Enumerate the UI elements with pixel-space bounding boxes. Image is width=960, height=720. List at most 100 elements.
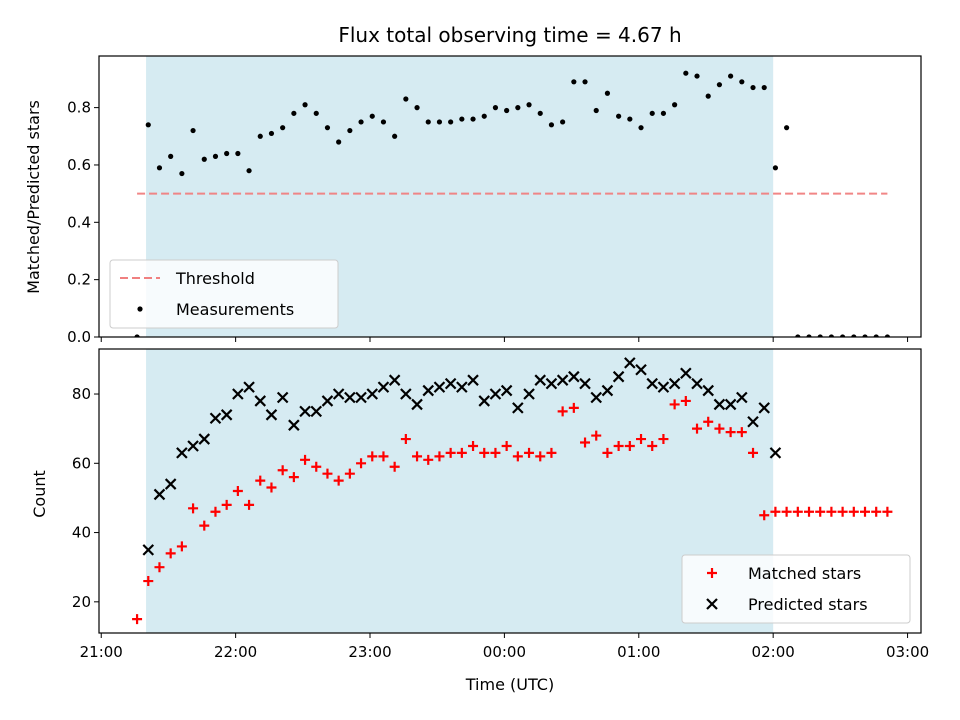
- matched-star-point: [602, 447, 613, 458]
- measurement-point: [212, 153, 219, 159]
- matched-star-point: [132, 614, 143, 625]
- measurement-point: [324, 125, 331, 131]
- measurement-point: [358, 119, 364, 125]
- measurement-point: [235, 150, 241, 157]
- predicted-star-point: [276, 391, 289, 404]
- measurement-point: [380, 119, 387, 125]
- measurement-point: [694, 73, 700, 79]
- predicted-star-point: [747, 415, 759, 428]
- observing-interval-shade: [146, 349, 774, 633]
- matched-star-point: [356, 458, 367, 469]
- matched-star-point: [613, 440, 624, 451]
- measurement-point: [425, 119, 431, 125]
- y-tick-label: 80: [72, 385, 91, 403]
- measurement-point: [448, 119, 454, 125]
- matched-star-point: [860, 506, 871, 517]
- measurement-point: [593, 107, 599, 114]
- matched-star-point: [658, 434, 669, 445]
- measurement-point: [257, 133, 263, 139]
- matched-star-point: [826, 506, 837, 517]
- matched-star-point: [703, 416, 714, 427]
- measurement-point: [571, 79, 577, 85]
- matched-star-point: [176, 541, 187, 552]
- predicted-star-point: [388, 374, 401, 386]
- matched-star-point: [389, 461, 400, 472]
- measurement-point: [526, 102, 532, 108]
- x-tick-label: 03:00: [886, 643, 929, 661]
- matched-star-point: [311, 461, 322, 472]
- predicted-star-point: [657, 381, 670, 393]
- measurement-point: [884, 334, 891, 337]
- matched-star-point: [232, 486, 243, 496]
- matched-star-point: [501, 440, 512, 451]
- matched-star-point: [445, 447, 456, 458]
- x-axis-label: Time (UTC): [465, 675, 554, 694]
- y-tick-label: 60: [72, 454, 91, 472]
- measurement-point: [716, 82, 723, 88]
- predicted-star-point: [668, 377, 681, 390]
- predicted-star-point: [635, 364, 647, 376]
- matched-star-point: [848, 506, 859, 517]
- predicted-star-point: [209, 412, 222, 425]
- matched-star-point: [871, 506, 882, 517]
- x-tick-label: 23:00: [348, 643, 391, 661]
- predicted-star-point: [377, 381, 390, 393]
- measurement-point: [784, 125, 790, 131]
- measurement-point: [268, 130, 275, 137]
- legend: Threshold Measurements: [109, 259, 339, 329]
- measurement-point: [481, 113, 487, 119]
- measurement-point: [403, 96, 409, 102]
- chart-title: Flux total observing time = 4.67 h: [338, 23, 681, 47]
- measurement-point: [145, 122, 151, 128]
- measurement-point: [470, 116, 476, 122]
- y-tick-label: 40: [72, 524, 91, 542]
- predicted-star-point: [534, 374, 547, 386]
- measurement-point: [302, 102, 308, 108]
- predicted-star-point: [265, 409, 278, 421]
- matched-star-point: [300, 454, 311, 465]
- predicted-star-point: [220, 409, 233, 421]
- measurement-point: [190, 127, 196, 134]
- predicted-star-point: [590, 391, 603, 404]
- matched-star-point: [692, 423, 703, 434]
- predicted-star-point: [366, 388, 379, 400]
- matched-star-point: [423, 454, 434, 465]
- matched-star-point: [781, 506, 792, 517]
- matched-star-point: [322, 468, 333, 479]
- matched-star-point: [277, 465, 288, 476]
- matched-star-point: [624, 440, 635, 451]
- matched-star-point: [882, 506, 893, 517]
- predicted-star-point: [646, 377, 659, 390]
- predicted-star-point: [579, 377, 591, 390]
- matched-star-point: [468, 440, 479, 451]
- axes-frame: [98, 55, 922, 338]
- predicted-star-point: [467, 374, 479, 386]
- measurement-point: [515, 105, 521, 111]
- matched-star-point: [748, 447, 759, 458]
- measurement-point: [672, 102, 678, 108]
- axes-frame: [98, 348, 922, 634]
- measurement-point: [280, 125, 286, 131]
- matched-star-point: [434, 451, 445, 462]
- predicted-star-point: [724, 398, 737, 411]
- predicted-star-point: [624, 357, 636, 369]
- predicted-star-point: [254, 395, 267, 407]
- measurement-point: [795, 334, 801, 337]
- measurement-point: [649, 110, 655, 116]
- measurement-point: [560, 119, 566, 125]
- predicted-star-point: [736, 391, 748, 404]
- legend-frame: [681, 554, 911, 624]
- measurement-point: [201, 156, 207, 162]
- count-panel: 20 40 60 80 21:00 22:00 23:00 00:00 01:00 02:00 03…: [72, 348, 929, 661]
- predicted-star-point: [556, 374, 569, 386]
- ratio-panel: 0.0 0.2 0.4 0.6 0.8 Threshold Measurements: [67, 55, 922, 346]
- predicted-star-point: [758, 402, 770, 414]
- legend-entry-label: Measurements: [176, 300, 294, 319]
- measurement-point: [761, 84, 767, 91]
- measurement-point: [817, 334, 823, 337]
- measurement-point: [459, 116, 465, 122]
- predicted-star-point: [232, 388, 244, 400]
- measurement-point: [604, 90, 611, 96]
- predicted-star-point: [568, 370, 580, 383]
- matched-star-point: [524, 447, 535, 458]
